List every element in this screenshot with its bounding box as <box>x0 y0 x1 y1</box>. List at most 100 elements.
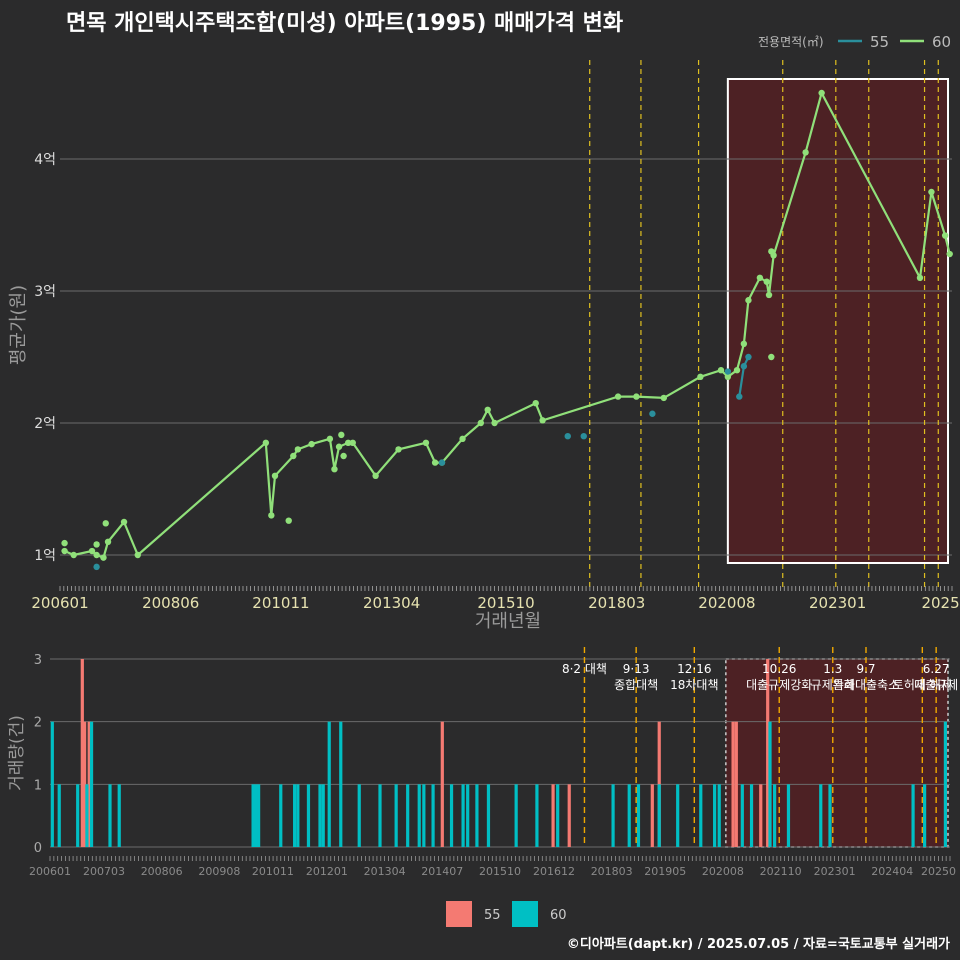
series-60-point <box>290 452 297 460</box>
bar-55 <box>80 659 84 847</box>
bar-60 <box>394 784 398 847</box>
bottom-x-tick-label-10: 201803 <box>591 865 633 878</box>
top-x-tick-label-3: 201304 <box>363 594 420 612</box>
bar-60 <box>773 784 777 847</box>
bottom-axes-layer: 0 1 2 3 200601 200703 200806 200908 201011 201201… <box>29 653 956 878</box>
bottom-y-tick-label-3: 3 <box>34 653 42 668</box>
bar-60 <box>378 784 382 847</box>
series-60-point <box>614 393 622 400</box>
series-60-point <box>697 373 704 380</box>
bottom-highlight-box <box>725 658 949 848</box>
series-60-point <box>395 446 402 453</box>
series-60-point <box>331 466 338 473</box>
bar-60 <box>699 784 703 847</box>
bottom-y-tick-label-0: 0 <box>34 841 42 856</box>
top-axes-layer: 1억 2억 3억 4억 200601 200806 201011 201304 201510 20… <box>31 152 959 612</box>
bottom-x-tick-label-11: 201905 <box>644 865 686 878</box>
series-60-point <box>120 518 128 526</box>
top-highlight-box <box>726 78 949 564</box>
bar-60 <box>254 784 258 847</box>
series-60-point <box>93 541 100 548</box>
bar-55 <box>440 721 444 847</box>
bar-60 <box>257 784 261 847</box>
bar-60 <box>740 784 744 847</box>
series-60-point <box>102 520 109 527</box>
bar-60 <box>251 784 255 847</box>
top-x-tick-label-6: 202008 <box>698 594 755 612</box>
series-60-point <box>765 291 773 299</box>
series-60-point <box>88 547 96 555</box>
bar-60 <box>50 721 54 847</box>
policy-annotation-4-line-0: 1.3 <box>823 662 842 676</box>
series-60-point <box>532 400 539 407</box>
bar-60 <box>828 784 832 847</box>
series-60-point <box>733 367 741 374</box>
bar-55 <box>551 784 555 847</box>
series-55-point <box>740 363 748 370</box>
bar-60 <box>717 784 721 847</box>
bar-60 <box>466 784 470 847</box>
top-y-axis-title: 평균가(원) <box>8 285 29 365</box>
policy-annotation-6-line-1: 토허제 해제 <box>893 678 952 692</box>
series-55-point <box>736 393 743 400</box>
bar-60 <box>713 784 717 847</box>
series-60-point <box>477 419 485 427</box>
series-60-point <box>491 419 498 427</box>
series-55-point <box>438 459 446 466</box>
top-x-tick-label-5: 201803 <box>588 594 645 612</box>
bar-60 <box>611 784 615 847</box>
top-y-tick-label-2: 3억 <box>34 284 56 300</box>
policy-annotation-1-line-0: 9·13 <box>623 662 650 676</box>
policy-annotation-0-line-0: 8·2 대책 <box>562 661 607 676</box>
bar-60 <box>406 784 410 847</box>
series-60-point <box>61 539 68 547</box>
series-60-point <box>285 517 292 524</box>
bar-60 <box>923 784 927 847</box>
top-x-tick-label-7: 202301 <box>809 594 866 612</box>
top-series-layer <box>61 89 953 571</box>
series-60-point <box>308 440 315 448</box>
bottom-x-tick-label-7: 201407 <box>421 865 463 878</box>
bar-60 <box>76 784 80 847</box>
top-y-tick-label-0: 1억 <box>34 548 56 564</box>
bar-55 <box>766 659 770 847</box>
series-60-point <box>946 250 953 258</box>
bar-60 <box>636 784 641 847</box>
top-grid-layer <box>60 158 952 556</box>
bar-60 <box>514 784 518 847</box>
bottom-x-tick-label-14: 202301 <box>814 865 856 878</box>
top-x-tick-label-4: 201510 <box>477 594 534 612</box>
series-60-point <box>271 472 279 479</box>
bar-55 <box>759 784 763 847</box>
series-60-point <box>768 248 775 255</box>
bottom-x-tick-label-4: 201011 <box>252 865 294 878</box>
bottom-x-tick-label-0: 200601 <box>29 865 71 878</box>
series-60-point <box>134 551 141 559</box>
bar-60 <box>475 784 479 847</box>
series-60-point <box>344 439 352 446</box>
bar-60 <box>117 784 121 847</box>
bar-60 <box>461 784 465 847</box>
bar-55 <box>734 721 738 847</box>
policy-annotation-3-line-1: 대출규제강화 <box>746 678 812 692</box>
policy-annotation-2-line-0: 12·16 <box>677 662 711 676</box>
bottom-legend-label-60: 60 <box>550 908 567 923</box>
bar-60 <box>627 784 631 847</box>
bottom-y-axis-title: 거래량(건) <box>7 715 27 791</box>
series-60-point <box>349 439 356 446</box>
bar-60 <box>556 784 560 847</box>
policy-annotation-5-line-0: 9.7 <box>856 662 875 676</box>
bar-60 <box>819 784 823 847</box>
bottom-y-tick-label-2: 2 <box>34 716 42 731</box>
legend-label-60: 60 <box>932 33 951 51</box>
bar-60 <box>89 721 94 847</box>
series-60-point <box>724 373 732 380</box>
bar-60 <box>417 784 421 847</box>
series-60-point <box>93 551 100 559</box>
bottom-x-tick-label-9: 201612 <box>533 865 575 878</box>
bottom-x-tick-label-12: 202008 <box>702 865 744 878</box>
bottom-legend-swatch-60 <box>512 901 538 927</box>
bottom-x-tick-label-3: 200908 <box>198 865 240 878</box>
